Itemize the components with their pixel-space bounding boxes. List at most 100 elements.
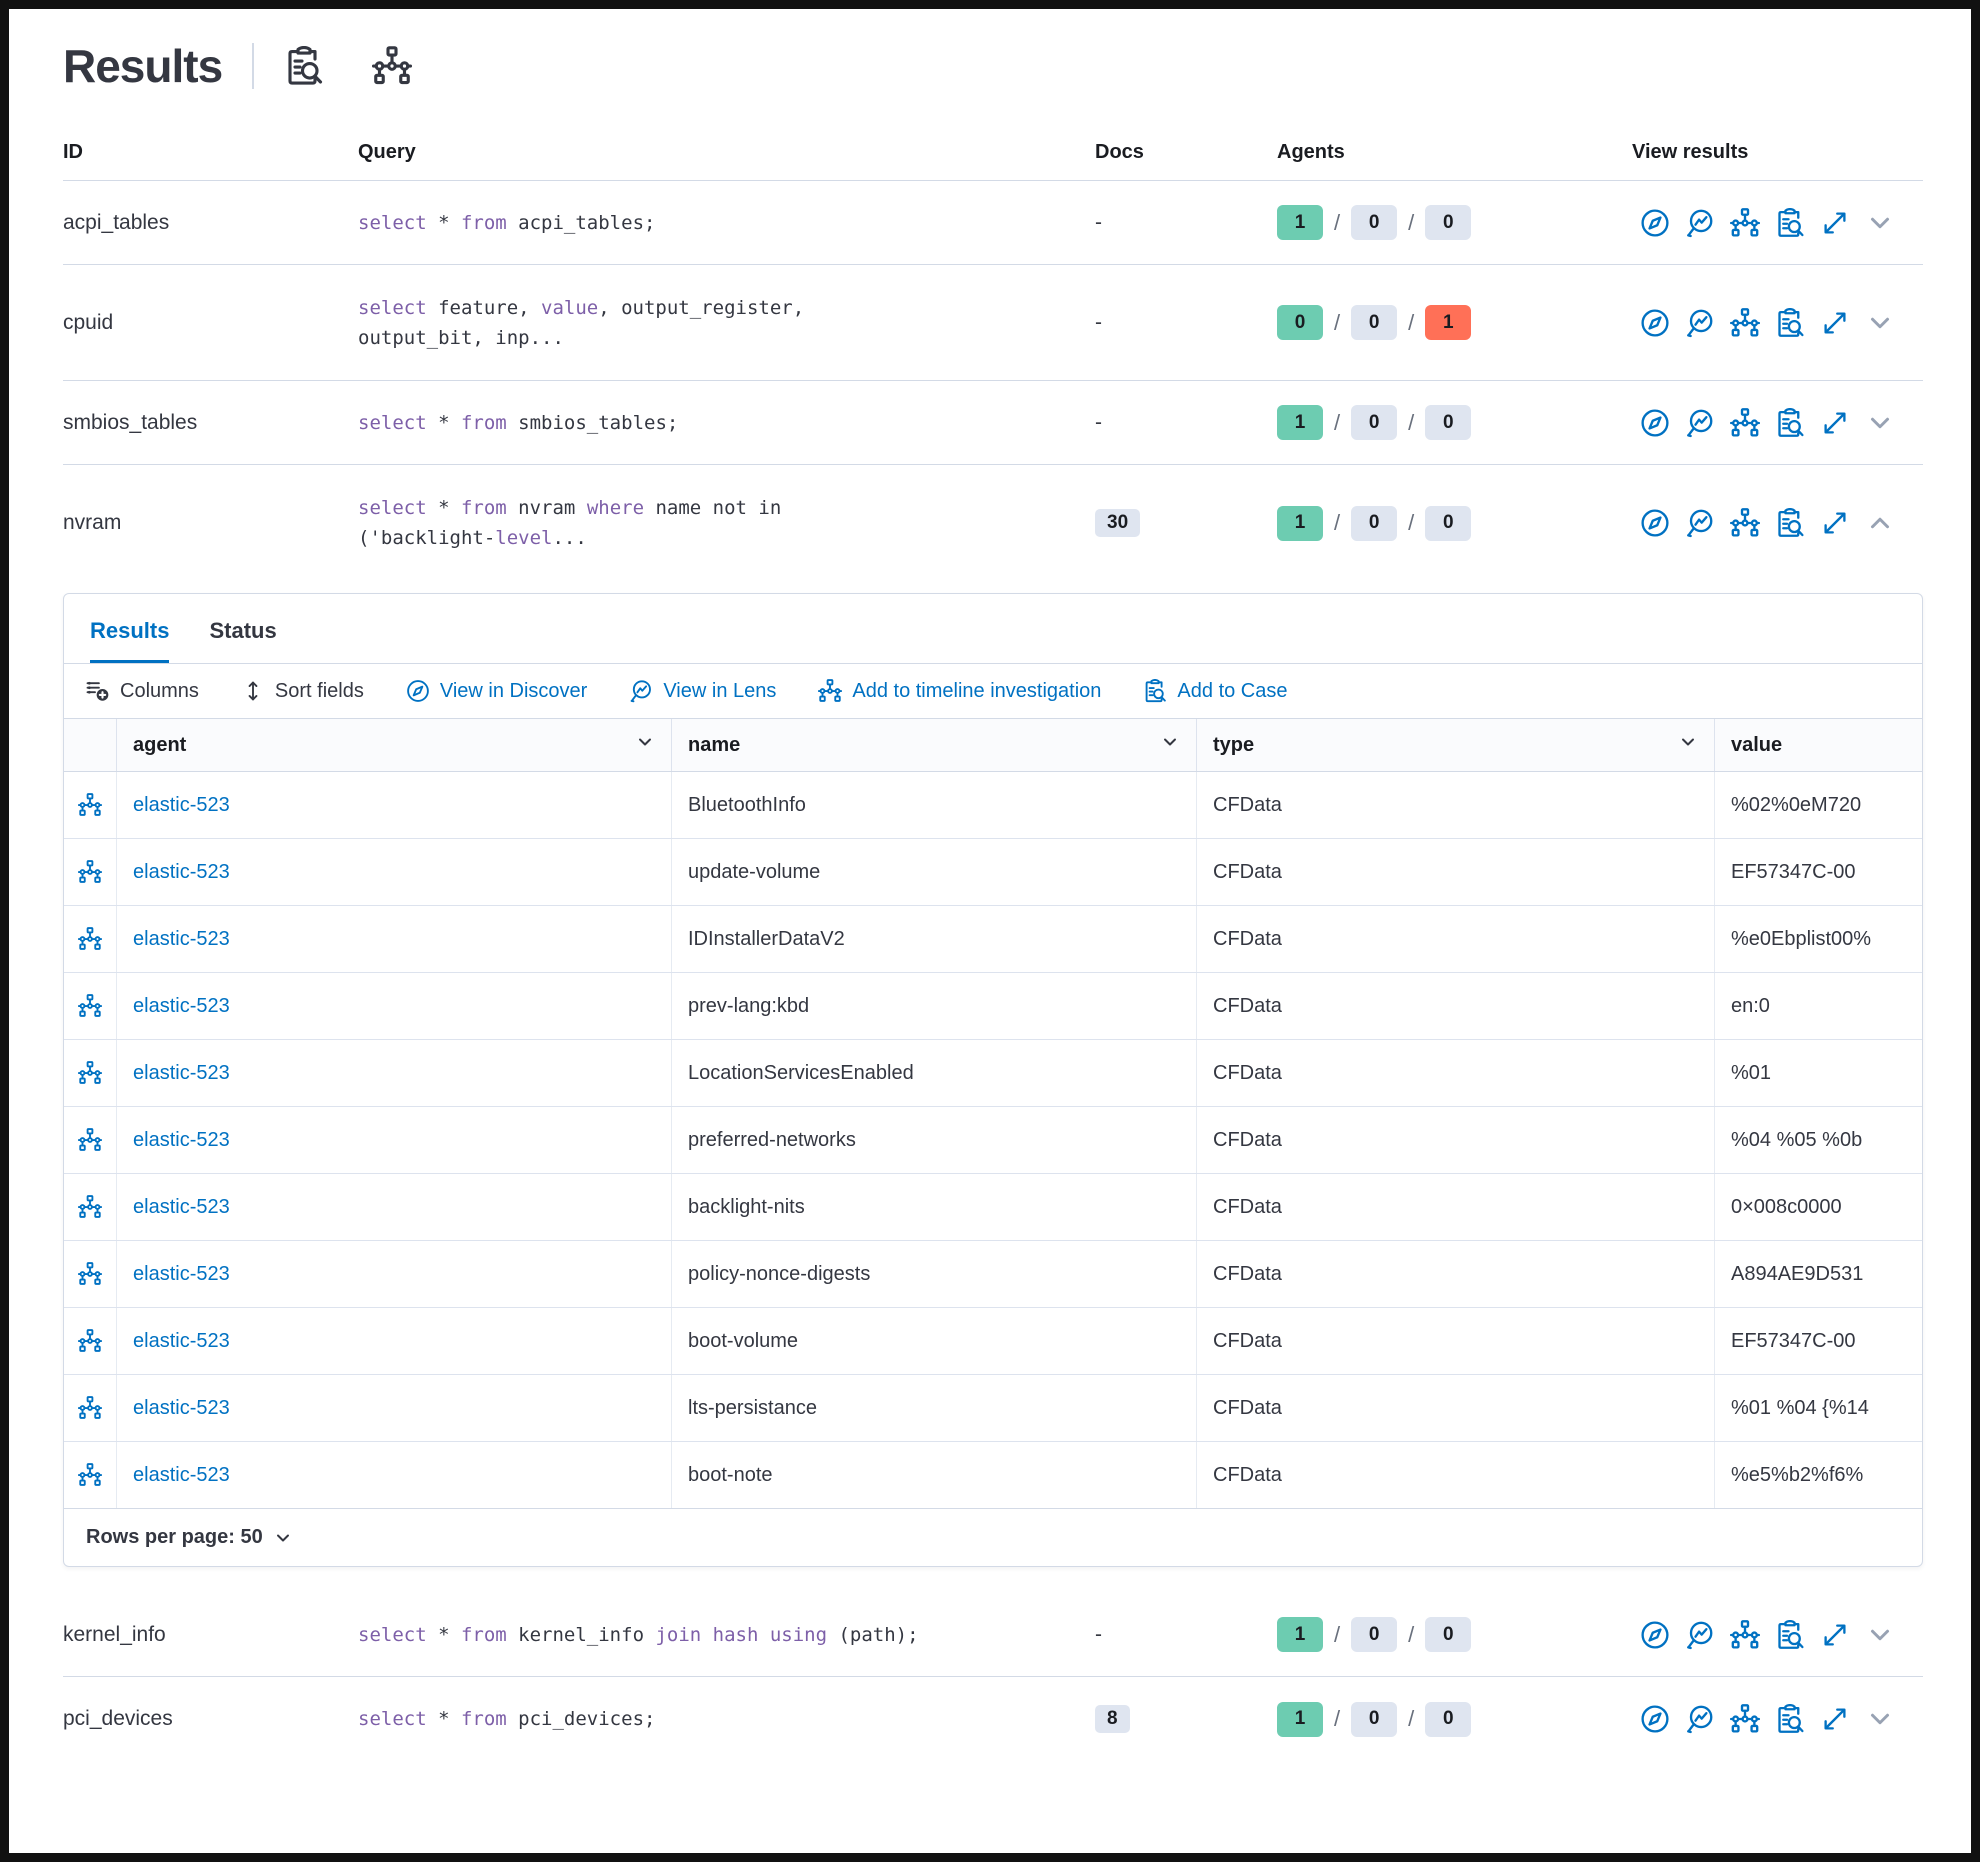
case-icon[interactable] (1775, 208, 1805, 238)
agent-link[interactable]: elastic-523 (133, 1195, 230, 1218)
lens-icon[interactable] (1685, 308, 1715, 338)
table-row: elastic-523 update-volume CFData EF57347… (64, 839, 1922, 906)
agents-pending-badge: 0 (1351, 205, 1398, 240)
col-agent[interactable]: agent (117, 719, 672, 771)
agent-link[interactable]: elastic-523 (133, 793, 230, 816)
col-name[interactable]: name (672, 719, 1197, 771)
row-timeline-icon[interactable] (64, 839, 117, 905)
timeline-icon[interactable] (1730, 408, 1760, 438)
chevron-down-icon[interactable] (1865, 1620, 1895, 1650)
discover-icon[interactable] (1640, 508, 1670, 538)
expand-icon[interactable] (1820, 1620, 1850, 1650)
agents-ok-badge: 1 (1277, 1617, 1323, 1652)
view-results-actions (1632, 1704, 1923, 1734)
query-sql: select * from nvram where name not in ('… (358, 497, 782, 549)
chevron-down-icon[interactable] (1160, 732, 1180, 758)
row-timeline-icon[interactable] (64, 772, 117, 838)
col-value[interactable]: value (1731, 733, 1783, 756)
expand-icon[interactable] (1820, 208, 1850, 238)
chevron-down-icon[interactable] (1865, 408, 1895, 438)
discover-icon[interactable] (1640, 208, 1670, 238)
chevron-down-icon[interactable] (273, 1528, 293, 1548)
discover-icon[interactable] (1640, 408, 1670, 438)
query-id: pci_devices (63, 1707, 173, 1730)
query-id: cpuid (63, 310, 114, 334)
timeline-icon[interactable] (1730, 308, 1760, 338)
row-timeline-icon[interactable] (64, 1375, 117, 1441)
chevron-down-icon[interactable] (1865, 1704, 1895, 1734)
value-cell: EF57347C-00 (1731, 860, 1856, 883)
agent-link[interactable]: elastic-523 (133, 1262, 230, 1285)
case-icon[interactable] (1775, 408, 1805, 438)
row-timeline-icon[interactable] (64, 1107, 117, 1173)
timeline-icon[interactable] (372, 46, 412, 86)
agent-link[interactable]: elastic-523 (133, 860, 230, 883)
type-cell: CFData (1197, 1442, 1715, 1508)
sort-fields-button[interactable]: Sort fields (241, 679, 364, 703)
lens-icon[interactable] (1685, 1620, 1715, 1650)
query-id: acpi_tables (63, 210, 170, 234)
agents-pending-badge: 0 (1351, 405, 1398, 440)
case-icon[interactable] (1775, 1704, 1805, 1734)
timeline-icon[interactable] (1730, 1620, 1760, 1650)
col-type[interactable]: type (1197, 719, 1715, 771)
agent-link[interactable]: elastic-523 (133, 927, 230, 950)
row-timeline-icon[interactable] (64, 906, 117, 972)
case-icon[interactable] (1775, 308, 1805, 338)
agent-link[interactable]: elastic-523 (133, 1061, 230, 1084)
query-row-nvram: nvram select * from nvram where name not… (63, 465, 1923, 581)
discover-icon[interactable] (1640, 1704, 1670, 1734)
rows-per-page[interactable]: Rows per page: 50 (86, 1526, 263, 1548)
case-icon[interactable] (1775, 508, 1805, 538)
discover-icon[interactable] (1640, 308, 1670, 338)
chevron-down-icon[interactable] (1865, 308, 1895, 338)
name-cell: prev-lang:kbd (672, 973, 1197, 1039)
view-in-discover-button[interactable]: View in Discover (406, 679, 587, 703)
view-in-lens-button[interactable]: View in Lens (629, 679, 776, 703)
chevron-down-icon[interactable] (1865, 208, 1895, 238)
add-to-case-button[interactable]: Add to Case (1143, 679, 1288, 703)
docs-count: - (1095, 210, 1102, 234)
timeline-icon[interactable] (1730, 1704, 1760, 1734)
page-title: Results (63, 40, 223, 92)
timeline-icon[interactable] (1730, 508, 1760, 538)
add-to-timeline-button[interactable]: Add to timeline investigation (818, 679, 1101, 703)
row-timeline-icon[interactable] (64, 1174, 117, 1240)
row-timeline-icon[interactable] (64, 1308, 117, 1374)
agent-link[interactable]: elastic-523 (133, 1396, 230, 1419)
expand-icon[interactable] (1820, 308, 1850, 338)
tab-status[interactable]: Status (209, 618, 277, 643)
docs-count-badge: 8 (1095, 1705, 1130, 1733)
value-cell: %01 (1731, 1061, 1772, 1084)
expand-icon[interactable] (1820, 1704, 1850, 1734)
agent-link[interactable]: elastic-523 (133, 994, 230, 1017)
expand-icon[interactable] (1820, 508, 1850, 538)
chevron-down-icon[interactable] (635, 732, 655, 758)
lens-icon[interactable] (1685, 408, 1715, 438)
agent-link[interactable]: elastic-523 (133, 1463, 230, 1486)
row-timeline-icon[interactable] (64, 1442, 117, 1508)
value-cell: en:0 (1731, 994, 1770, 1017)
lens-icon[interactable] (1685, 1704, 1715, 1734)
chevron-down-icon[interactable] (1678, 732, 1698, 758)
chevron-up-icon[interactable] (1865, 508, 1895, 538)
agent-link[interactable]: elastic-523 (133, 1128, 230, 1151)
row-timeline-icon[interactable] (64, 1040, 117, 1106)
table-row: elastic-523 LocationServicesEnabled CFDa… (64, 1040, 1922, 1107)
table-row: elastic-523 policy-nonce-digests CFData … (64, 1241, 1922, 1308)
discover-icon[interactable] (1640, 1620, 1670, 1650)
inspect-icon[interactable] (284, 46, 324, 86)
row-timeline-icon[interactable] (64, 1241, 117, 1307)
value-cell: A894AE9D531 (1731, 1262, 1864, 1285)
row-timeline-icon[interactable] (64, 973, 117, 1039)
lens-icon[interactable] (1685, 508, 1715, 538)
timeline-icon[interactable] (1730, 208, 1760, 238)
agent-link[interactable]: elastic-523 (133, 1329, 230, 1352)
case-icon[interactable] (1775, 1620, 1805, 1650)
tab-results[interactable]: Results (90, 618, 170, 663)
timeline-icon (818, 679, 842, 703)
columns-button[interactable]: Columns (86, 679, 199, 703)
expand-icon[interactable] (1820, 408, 1850, 438)
agents-failed-badge: 0 (1425, 1617, 1472, 1652)
lens-icon[interactable] (1685, 208, 1715, 238)
